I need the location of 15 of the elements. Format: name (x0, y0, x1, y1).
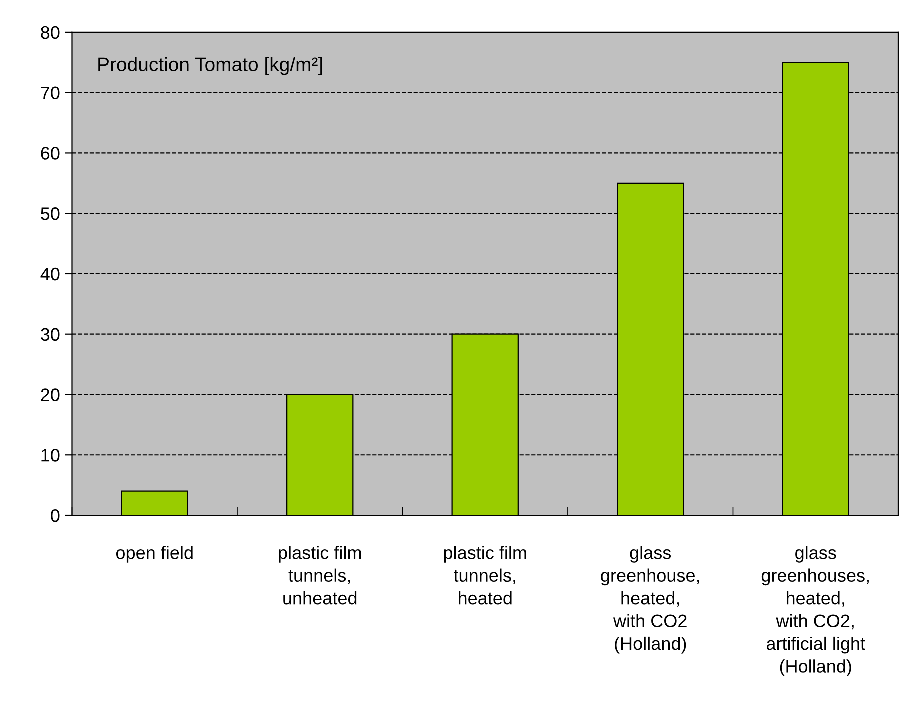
x-tick-label: glass greenhouses, heated, with CO2, artificial light (Holland) (762, 546, 869, 676)
x-tick-label: glass greenhouse, heated, with CO2 (Holland) (601, 546, 700, 654)
y-tick-label: 50 (41, 208, 60, 220)
y-tick-label: 10 (42, 449, 60, 462)
x-tick-label: plastic film tunnels, heated (444, 546, 526, 605)
y-tick-label: 80 (41, 26, 60, 40)
y-tick-label: 70 (41, 86, 60, 100)
y-tick-label: 20 (41, 388, 60, 402)
x-tick-label: plastic film tunnels, unheated (279, 546, 362, 605)
x-tick-label: open field (116, 546, 193, 563)
y-tick-label: 0 (51, 509, 60, 522)
y-tick-label: 40 (40, 268, 60, 281)
text: Production Tomato [kg/m²] (98, 57, 322, 76)
y-tick-label: 60 (41, 147, 60, 160)
y-tick-label: 30 (41, 328, 60, 342)
